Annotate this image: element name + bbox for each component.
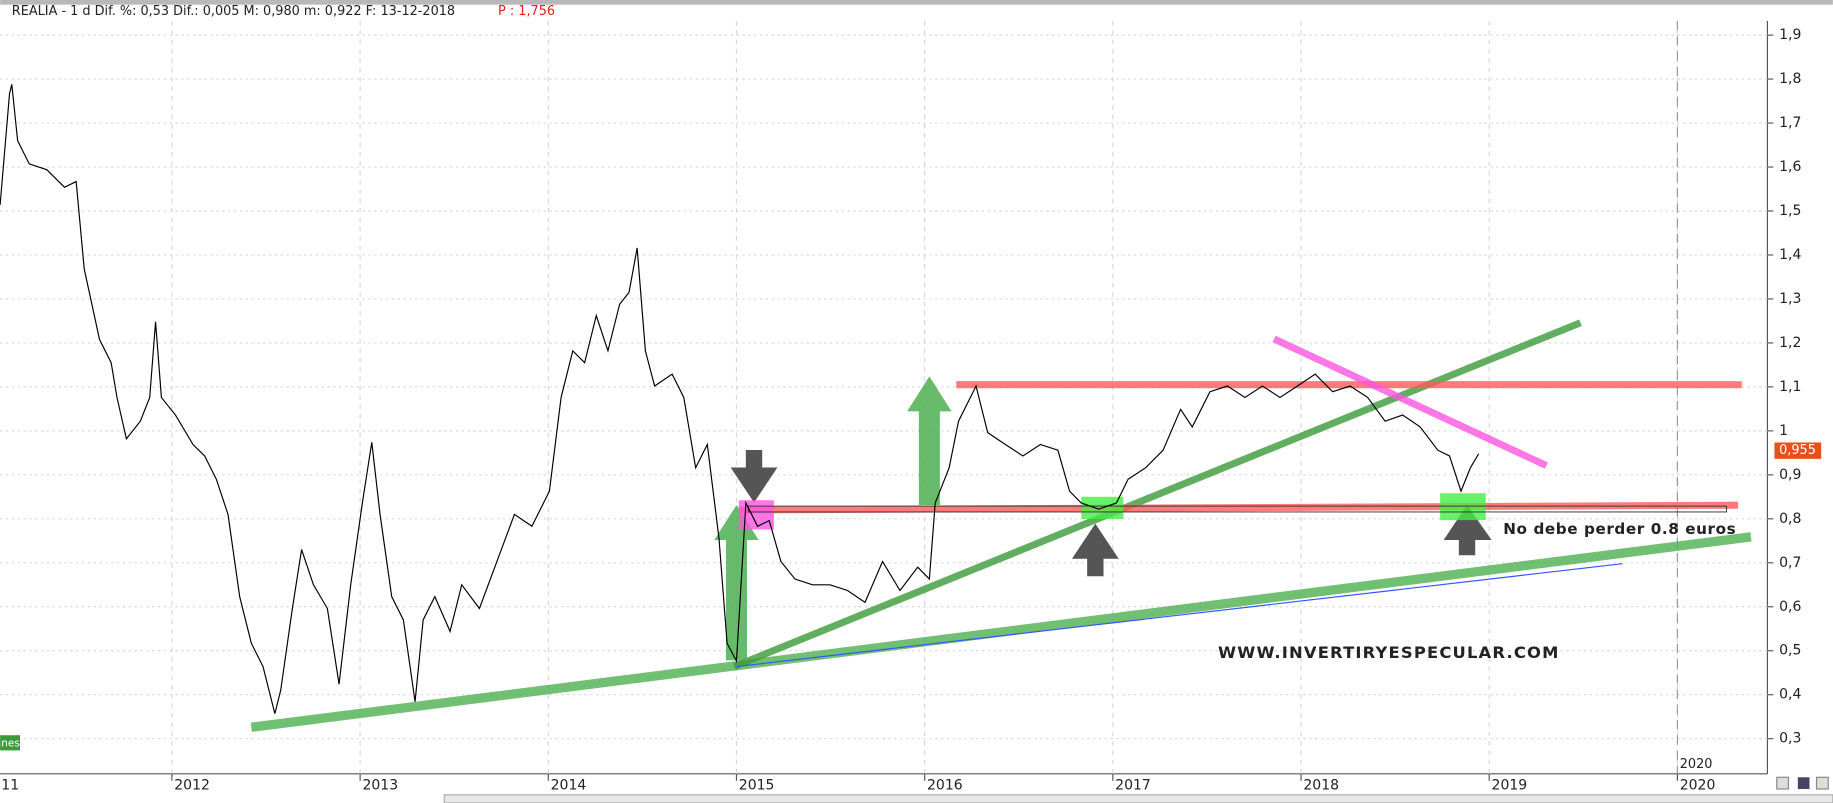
y-tick-label: 1 <box>1779 423 1788 439</box>
print-button[interactable] <box>1815 776 1829 790</box>
x-tick-label: 2012 <box>174 777 210 793</box>
x-tick-label: 2017 <box>1115 777 1151 793</box>
top-bar <box>0 0 1833 5</box>
y-tick-label: 0,6 <box>1779 599 1801 615</box>
x-tick-label: 11 <box>1 777 19 793</box>
x-tick-label: 2016 <box>927 777 963 793</box>
indicator-label: nes <box>1 737 20 749</box>
y-tick-label: 1,4 <box>1779 247 1801 263</box>
gray-arrow <box>1443 504 1492 556</box>
box-outline <box>747 505 1727 513</box>
last-price-label: 0,955 <box>1779 443 1816 458</box>
x-tick-label: 2020 <box>1680 777 1716 793</box>
save-button[interactable] <box>1797 777 1810 789</box>
green-arrow <box>714 504 759 661</box>
y-tick-label: 0,5 <box>1779 643 1801 659</box>
trend-line <box>250 532 1752 732</box>
trend-line <box>736 563 1623 668</box>
x-tick-label: 2014 <box>551 777 587 793</box>
zoom-button[interactable] <box>1776 776 1790 790</box>
scrollbar[interactable] <box>443 794 1833 803</box>
y-tick-label: 1,2 <box>1779 335 1801 351</box>
y-tick-label: 0,8 <box>1779 511 1801 527</box>
trend-line <box>732 319 1582 670</box>
y-tick-label: 0,4 <box>1779 687 1801 703</box>
x-tick-label: 2018 <box>1303 777 1339 793</box>
green-arrow <box>907 376 952 505</box>
drawings: nes No debe perder 0.8 euros WWW.INVERTI… <box>0 376 1833 803</box>
trend-line <box>1272 335 1548 469</box>
y-tick-label: 0,9 <box>1779 467 1801 483</box>
y-tick-label: 1,9 <box>1779 27 1801 43</box>
watermark: WWW.INVERTIRYESPECULAR.COM <box>1218 643 1559 662</box>
header-info: REALIA - 1 d Dif. %: 0,53 Dif.: 0,005 M:… <box>12 4 455 19</box>
x-tick-label: 2015 <box>739 777 775 793</box>
header-price: P : 1,756 <box>498 4 555 19</box>
price-line <box>0 84 1480 714</box>
indicator-tag <box>0 735 20 751</box>
y-tick-label: 0,3 <box>1779 731 1801 747</box>
y-tick-label: 1,3 <box>1779 291 1801 307</box>
y-tick-label: 1,8 <box>1779 71 1801 87</box>
y-tick-label: 1,1 <box>1779 379 1801 395</box>
gray-arrow <box>730 450 778 503</box>
y-tick-label: 0,7 <box>1779 555 1801 571</box>
green-box <box>1440 493 1486 521</box>
annotation: No debe perder 0.8 euros <box>1503 520 1736 538</box>
y-tick-label: 1,5 <box>1779 203 1801 219</box>
x-tick-label: 2013 <box>362 777 398 793</box>
y-tick-label: 1,7 <box>1779 115 1801 131</box>
gray-arrow <box>1071 523 1119 577</box>
last-price-box <box>1774 442 1822 459</box>
year-marker: 2020 <box>1680 757 1713 772</box>
y-tick-label: 1,6 <box>1779 159 1801 175</box>
x-tick-label: 2019 <box>1492 777 1528 793</box>
